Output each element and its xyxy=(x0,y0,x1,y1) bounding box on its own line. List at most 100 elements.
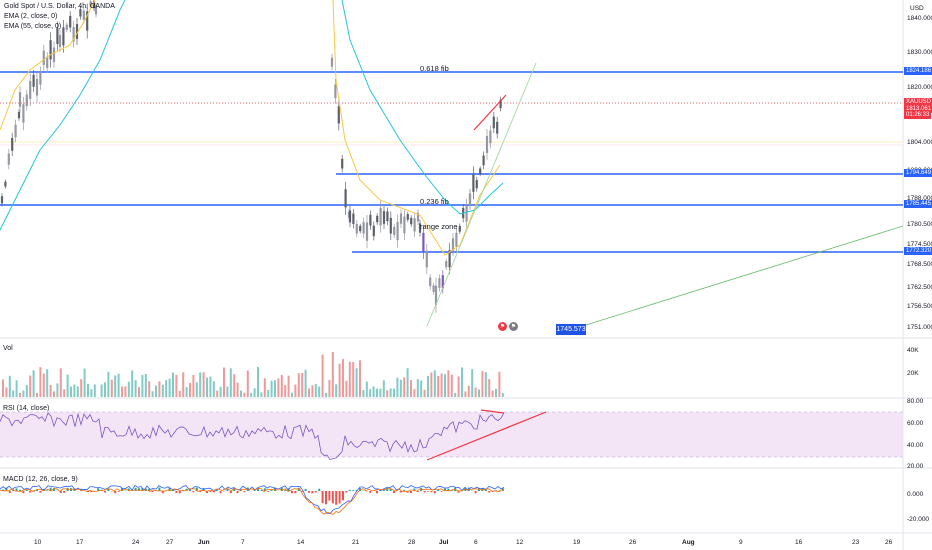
volume-bar xyxy=(474,387,477,397)
candle-body xyxy=(416,212,420,222)
target-price-box[interactable]: 1745.573 xyxy=(556,324,586,335)
volume-bar xyxy=(178,390,181,397)
range-zone-label: range zone xyxy=(420,222,458,231)
volume-bar xyxy=(328,379,331,397)
macd-histogram-bar xyxy=(141,488,144,491)
macd-histogram-bar xyxy=(216,490,219,491)
volume-bar xyxy=(59,368,62,397)
volume-bar xyxy=(226,386,229,397)
macd-histogram-bar xyxy=(454,487,457,491)
rsi-trendline xyxy=(480,409,505,414)
volume-bar xyxy=(76,386,79,397)
flag-event-icon[interactable]: ⚑ xyxy=(509,322,518,331)
volume-bar xyxy=(491,390,494,397)
volume-bar xyxy=(46,369,49,397)
legend-ema-fast: EMA (2, close, 0) xyxy=(4,13,58,20)
volume-bar xyxy=(311,385,314,397)
candle-body xyxy=(362,222,365,234)
volume-bar xyxy=(355,368,358,397)
macd-histogram-bar xyxy=(206,491,208,493)
macd-pane-label: MACD (12, 26, close, 9) xyxy=(3,476,78,483)
candle-body xyxy=(418,223,422,233)
price-axis-tick: 1780.500 xyxy=(907,221,932,228)
macd-histogram-bar xyxy=(447,488,450,491)
macd-histogram-bar xyxy=(212,491,215,493)
volume-bar xyxy=(124,386,127,397)
volume-bar xyxy=(2,379,4,397)
candle-body xyxy=(399,213,403,224)
price-axis-tag: 1794.649 xyxy=(904,169,932,177)
volume-bar xyxy=(93,384,96,397)
macd-histogram-bar xyxy=(138,488,140,491)
macd-histogram-bar xyxy=(263,488,266,491)
volume-bar xyxy=(114,375,117,397)
candle-body xyxy=(376,215,379,223)
macd-histogram-bar xyxy=(270,489,273,491)
candle-body xyxy=(432,285,435,292)
volume-bar xyxy=(212,381,215,397)
candle-body xyxy=(496,121,499,134)
time-axis-label: 9 xyxy=(739,539,743,546)
macd-histogram-bar xyxy=(229,491,232,494)
macd-histogram-bar xyxy=(172,489,174,491)
volume-bar xyxy=(342,359,344,397)
candle-body xyxy=(18,92,22,107)
macd-histogram-bar xyxy=(148,488,151,491)
macd-histogram-bar xyxy=(335,491,338,505)
candle-body xyxy=(42,50,45,65)
volume-bar xyxy=(291,392,293,397)
macd-histogram-bar xyxy=(325,491,327,505)
macd-histogram-bar xyxy=(5,487,8,491)
volume-bar xyxy=(144,374,147,397)
candle-body xyxy=(458,225,461,232)
fib-618-label: 0.618 fib xyxy=(420,64,449,73)
candle-body xyxy=(365,222,369,241)
macd-line xyxy=(0,484,505,515)
time-axis-label: 16 xyxy=(795,539,803,546)
volume-bar xyxy=(352,361,355,397)
volume-bar xyxy=(5,387,8,397)
candle-body xyxy=(52,47,56,63)
time-axis-label: 12 xyxy=(516,539,524,546)
volume-bar xyxy=(134,380,137,397)
candle-body xyxy=(492,116,495,129)
macd-histogram-bar xyxy=(90,491,93,493)
macd-histogram-bar xyxy=(433,491,436,494)
candle-body xyxy=(14,124,17,138)
candle-body xyxy=(65,24,68,30)
candle-body xyxy=(334,84,337,99)
volume-bar xyxy=(12,390,15,397)
price-axis-tick: 1751.000 xyxy=(907,324,932,331)
time-axis-label: 21 xyxy=(352,539,360,546)
volume-bar xyxy=(389,388,392,397)
volume-bar xyxy=(467,385,470,397)
macd-histogram-bar xyxy=(195,487,198,491)
volume-bar xyxy=(484,372,487,397)
price-axis-tick: 1756.500 xyxy=(907,303,932,310)
volume-bar xyxy=(294,384,297,397)
flag-event-icon[interactable]: ⚑ xyxy=(498,322,507,331)
macd-histogram-bar xyxy=(301,491,304,492)
volume-bar xyxy=(25,385,28,397)
volume-bar xyxy=(362,390,365,397)
macd-histogram-bar xyxy=(321,491,324,504)
macd-histogram-bar xyxy=(209,491,212,493)
price-axis-tick: 1768.500 xyxy=(907,261,932,268)
volume-bar xyxy=(413,389,416,397)
volume-bar xyxy=(478,389,480,397)
volume-bar xyxy=(471,369,474,397)
rsi-trendline xyxy=(426,411,547,461)
macd-histogram-bar xyxy=(314,491,317,493)
price-axis-tick: 1788.000 xyxy=(907,195,932,202)
time-axis-label: Jun xyxy=(198,539,210,546)
volume-bar xyxy=(233,374,236,397)
candle-body xyxy=(79,9,82,17)
macd-histogram-bar xyxy=(345,491,348,493)
macd-histogram-bar xyxy=(114,491,117,494)
macd-histogram-bar xyxy=(226,489,229,491)
volume-bar xyxy=(427,375,429,397)
time-axis-label: 10 xyxy=(34,539,42,546)
macd-histogram-bar xyxy=(127,488,130,491)
macd-histogram-bar xyxy=(291,491,293,494)
